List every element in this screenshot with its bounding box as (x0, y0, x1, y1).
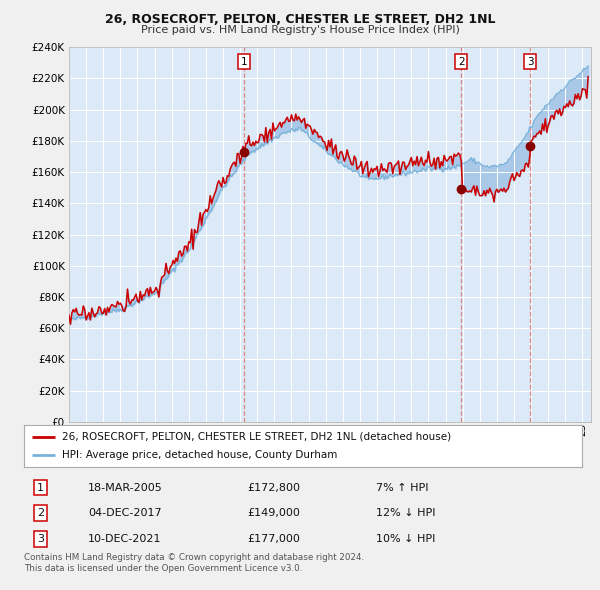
Text: 3: 3 (37, 534, 44, 544)
Text: 04-DEC-2017: 04-DEC-2017 (88, 508, 162, 518)
Text: 26, ROSECROFT, PELTON, CHESTER LE STREET, DH2 1NL: 26, ROSECROFT, PELTON, CHESTER LE STREET… (105, 13, 495, 26)
Text: 10% ↓ HPI: 10% ↓ HPI (376, 534, 435, 544)
Text: 1: 1 (241, 57, 247, 67)
Text: 18-MAR-2005: 18-MAR-2005 (88, 483, 163, 493)
Text: Contains HM Land Registry data © Crown copyright and database right 2024.: Contains HM Land Registry data © Crown c… (24, 553, 364, 562)
Text: 12% ↓ HPI: 12% ↓ HPI (376, 508, 435, 518)
Text: 1: 1 (37, 483, 44, 493)
Text: 26, ROSECROFT, PELTON, CHESTER LE STREET, DH2 1NL (detached house): 26, ROSECROFT, PELTON, CHESTER LE STREET… (62, 432, 451, 442)
Text: £172,800: £172,800 (247, 483, 300, 493)
Text: £149,000: £149,000 (247, 508, 300, 518)
Text: 2: 2 (37, 508, 44, 518)
Text: HPI: Average price, detached house, County Durham: HPI: Average price, detached house, Coun… (62, 450, 337, 460)
Text: 3: 3 (527, 57, 533, 67)
Text: 7% ↑ HPI: 7% ↑ HPI (376, 483, 428, 493)
Text: £177,000: £177,000 (247, 534, 300, 544)
Text: 2: 2 (458, 57, 464, 67)
Text: 10-DEC-2021: 10-DEC-2021 (88, 534, 161, 544)
Text: This data is licensed under the Open Government Licence v3.0.: This data is licensed under the Open Gov… (24, 564, 302, 573)
Text: Price paid vs. HM Land Registry's House Price Index (HPI): Price paid vs. HM Land Registry's House … (140, 25, 460, 35)
